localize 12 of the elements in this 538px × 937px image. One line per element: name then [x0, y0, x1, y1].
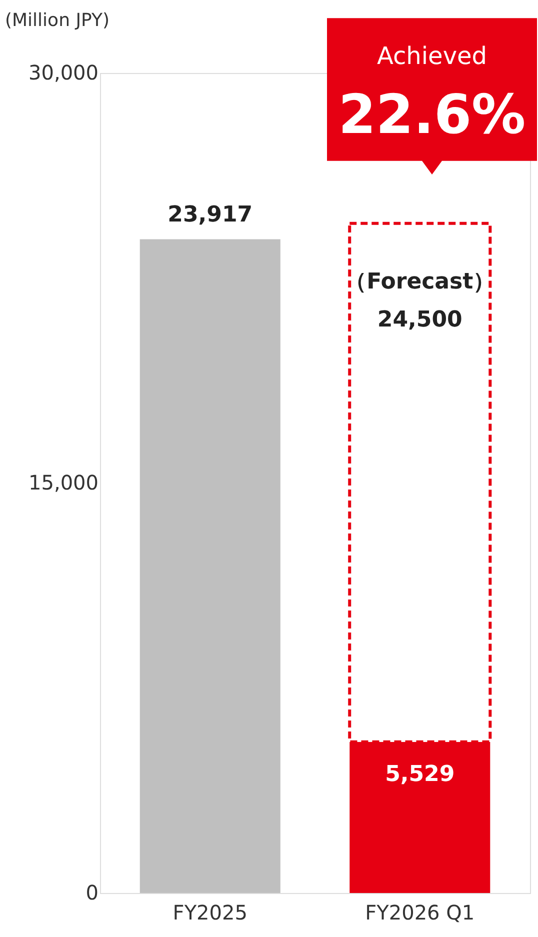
x-tick-label: FY2025 [172, 900, 248, 924]
x-tick-label: FY2026 Q1 [365, 900, 475, 924]
y-axis-title: (Million JPY) [5, 10, 110, 31]
text: Achieved [376, 42, 488, 70]
series-label: （Forecast） [344, 269, 496, 294]
y-tick-label: 0 [86, 880, 98, 904]
y-tick-label: 15,000 [28, 470, 98, 494]
y-tick-label: 30,000 [28, 60, 98, 84]
data-label: 5,529 [385, 762, 455, 787]
annotation: 22.6% [338, 83, 526, 146]
total-label: 24,500 [377, 307, 462, 332]
data-label: 23,917 [168, 202, 253, 228]
